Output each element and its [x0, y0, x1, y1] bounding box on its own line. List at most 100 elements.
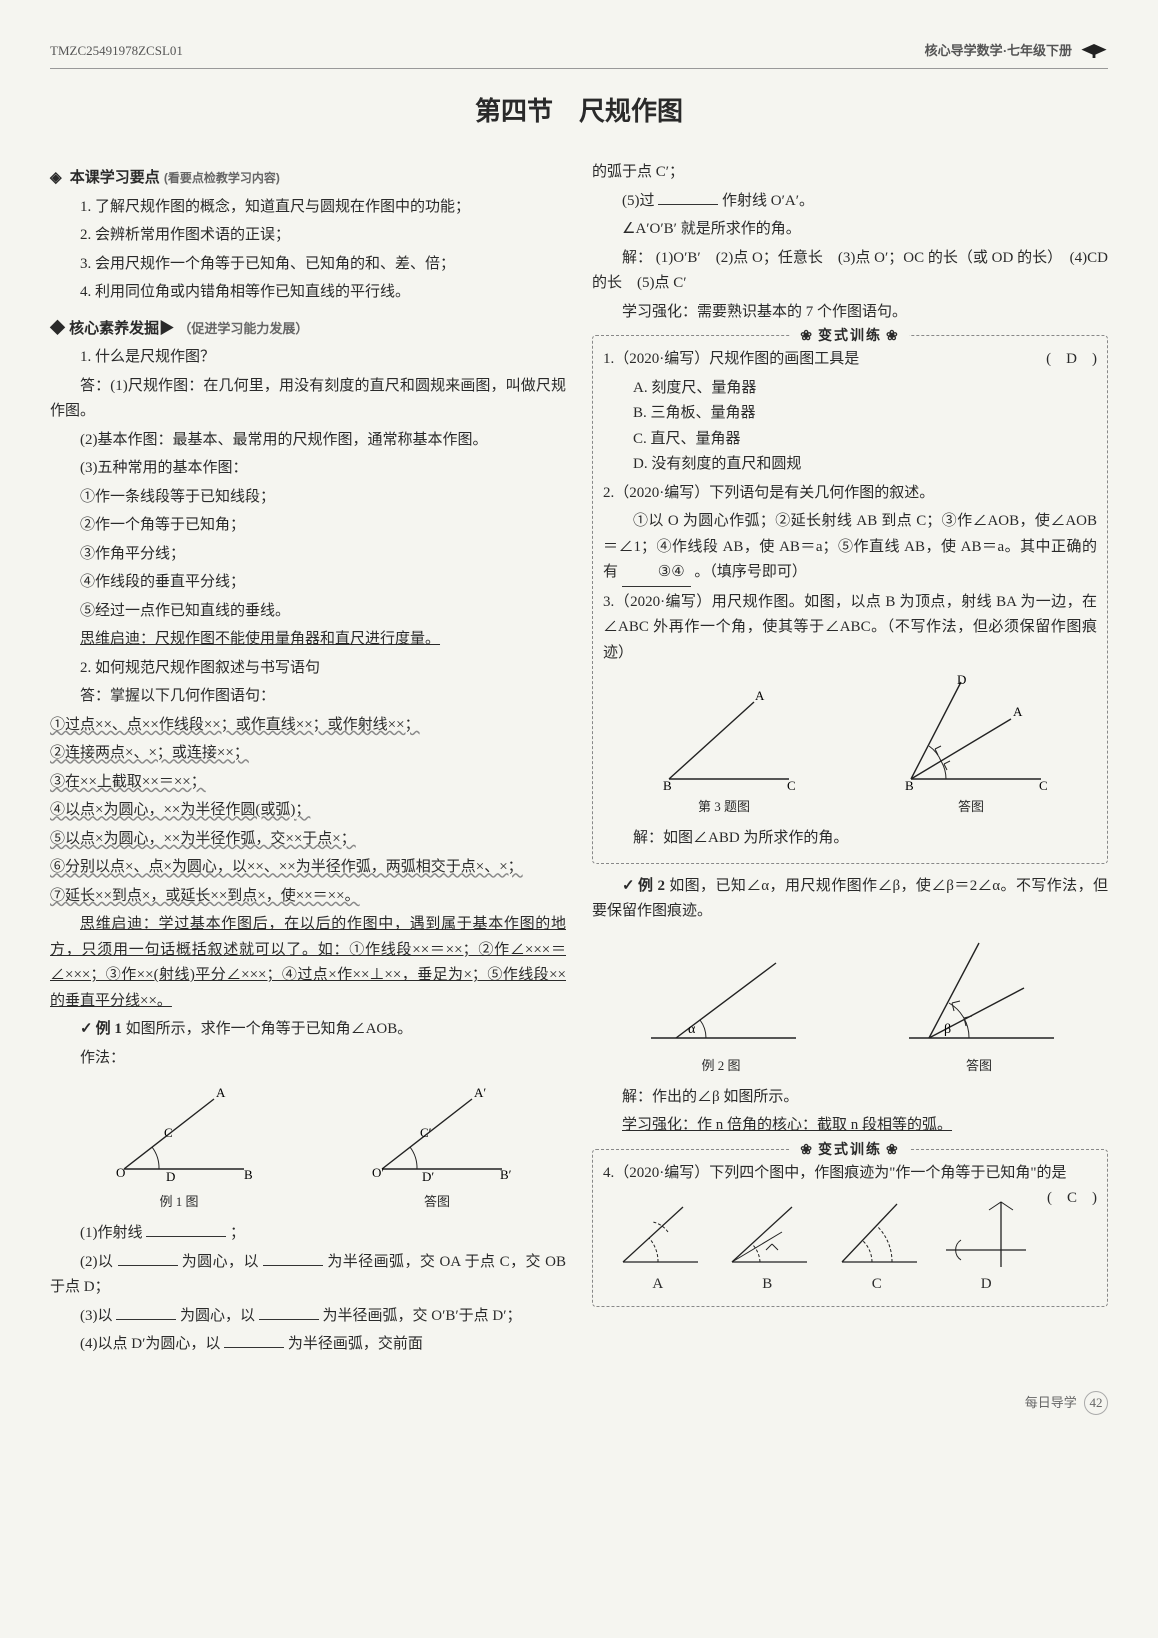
- two-column-layout: 本课学习要点 (看要点检教学习内容) 1. 了解尺规作图的概念，知道直尺与圆规在…: [50, 157, 1108, 1361]
- svg-text:D′: D′: [422, 1169, 434, 1184]
- point-3: 3. 会用尺规作一个角等于已知角、已知角的和、差、倍；: [50, 252, 566, 278]
- vq2: 2.（2020·编写）下列语句是有关几何作图的叙述。: [603, 481, 1097, 507]
- point-2: 2. 会辨析常用作图术语的正误；: [50, 223, 566, 249]
- q2: 2. 如何规范尺规作图叙述与书写语句: [50, 656, 566, 682]
- blank-5: [658, 190, 718, 205]
- a2-l2: ②连接两点×、×；或连接××；: [50, 741, 566, 767]
- vq3-figures: B C A 第 3 题图 B: [603, 674, 1097, 818]
- example-2-label: 例 2: [622, 878, 665, 894]
- ex2-figures: α 例 2 图 β 答图: [592, 933, 1108, 1077]
- a1-2: (2)基本作图：最基本、最常用的尺规作图，通常称基本作图。: [50, 428, 566, 454]
- svg-text:C: C: [164, 1125, 173, 1140]
- cont-3: ∠A′O′B′ 就是所求作的角。: [592, 217, 1108, 243]
- a1-1: 答：(1)尺规作图：在几何里，用没有刻度的直尺和圆规来画图，叫做尺规作图。: [50, 374, 566, 425]
- a2-l7: ⑦延长××到点×，或延长××到点×，使××＝××。: [50, 884, 566, 910]
- vq1-options: A. 刻度尺、量角器 B. 三角板、量角器 C. 直尺、量角器 D. 没有刻度的…: [633, 376, 1097, 478]
- core-heading-text: 核心素养发掘▶: [69, 320, 174, 337]
- strength-1: 学习强化：需要熟识基本的 7 个作图语句。: [592, 300, 1108, 326]
- vq3-fig-left: B C A 第 3 题图: [649, 684, 799, 818]
- vq4-opt-d-label: D: [941, 1272, 1031, 1298]
- vq4-opt-b: B: [722, 1192, 812, 1298]
- svg-text:A: A: [216, 1085, 226, 1100]
- variant-box-2-title: 变式训练: [790, 1138, 909, 1162]
- blank-2a: [118, 1251, 178, 1266]
- svg-text:C: C: [787, 778, 796, 793]
- cont-2: (5)过 作射线 O′A′。: [592, 189, 1108, 215]
- vq3-sol: 解：如图∠ABD 为所求作的角。: [603, 826, 1097, 852]
- svg-text:C′: C′: [420, 1125, 432, 1140]
- svg-text:A′: A′: [474, 1085, 486, 1100]
- page-number: 42: [1084, 1391, 1108, 1415]
- example-1: 例 1 如图所示，求作一个角等于已知角∠AOB。: [50, 1017, 566, 1043]
- sol-label: 解：: [622, 250, 652, 266]
- vq4-opt-a: A: [613, 1192, 703, 1298]
- vq4-opt-b-label: B: [722, 1272, 812, 1298]
- a1-l1: ①作一条线段等于已知线段；: [50, 485, 566, 511]
- step-1a: (1)作射线: [80, 1225, 143, 1241]
- svg-text:B: B: [905, 778, 914, 793]
- svg-text:β: β: [944, 1022, 951, 1037]
- header-strip: TMZC25491978ZCSL01 核心导学数学·七年级下册: [50, 40, 1108, 69]
- angle-abc-figure: B C A: [649, 684, 799, 794]
- step-1b: ；: [230, 1225, 245, 1241]
- ex1-solution: 解： (1)O′B′ (2)点 O；任意长 (3)点 O′；OC 的长（或 OD…: [592, 246, 1108, 297]
- ex2-fig-left: α 例 2 图: [636, 943, 806, 1077]
- angle-abd-answer-figure: B C A D: [891, 674, 1051, 794]
- vq2-tail: 。（填序号即可）: [694, 564, 807, 580]
- vq4-answer-wrap: ( C ): [1047, 1186, 1097, 1212]
- vq4-opt-a-label: A: [613, 1272, 703, 1298]
- ex2-fig-left-cap: 例 2 图: [636, 1055, 806, 1077]
- example-2: 例 2 如图，已知∠α，用尺规作图作∠β，使∠β＝2∠α。不写作法，但要保留作图…: [592, 874, 1108, 925]
- book-title: 核心导学数学·七年级下册: [925, 40, 1072, 62]
- vq4-opt-c-label: C: [832, 1272, 922, 1298]
- step-2a: (2)以: [80, 1254, 113, 1270]
- step-3a: (3)以: [80, 1308, 113, 1324]
- page-footer: 每日导学 42: [50, 1391, 1108, 1415]
- a2-l5: ⑤以点×为圆心，××为半径作弧，交××于点×；: [50, 827, 566, 853]
- svg-text:A: A: [1013, 704, 1023, 719]
- cont-2b: 作射线 O′A′。: [722, 193, 814, 209]
- vq4-opt-d: D: [941, 1192, 1031, 1298]
- vq2-body: ①以 O 为圆心作弧；②延长射线 AB 到点 C；③作∠AOB，使∠AOB＝∠1…: [603, 509, 1097, 587]
- svg-text:B: B: [244, 1167, 253, 1182]
- mind-1: 思维启迪：尺规作图不能使用量角器和直尺进行度量。: [50, 627, 566, 653]
- cont-1: 的弧于点 C′；: [592, 160, 1108, 186]
- vq3-fig-left-cap: 第 3 题图: [649, 796, 799, 818]
- blank-2b: [263, 1251, 323, 1266]
- a2-l4: ④以点×为圆心，××为半径作圆(或弧)；: [50, 798, 566, 824]
- step-1: (1)作射线 ；: [50, 1221, 566, 1247]
- variant-box-1-title: 变式训练: [790, 324, 909, 348]
- blank-1: [146, 1222, 226, 1237]
- svg-text:A: A: [755, 688, 765, 703]
- point-1: 1. 了解尺规作图的概念，知道直尺与圆规在作图中的功能；: [50, 195, 566, 221]
- ex2-sol: 解：作出的∠β 如图所示。: [592, 1085, 1108, 1111]
- vq1-answer: D: [1066, 351, 1077, 367]
- vq1-stem: 1.（2020·编写）尺规作图的画图工具是: [603, 351, 859, 367]
- ex2-fig-right-cap: 答图: [894, 1055, 1064, 1077]
- vq3-fig-right-cap: 答图: [891, 796, 1051, 818]
- step-4a: (4)以点 D′为圆心，以: [80, 1336, 220, 1352]
- vq4-stem: 4.（2020·编写）下列四个图中，作图痕迹为"作一个角等于已知角"的是: [603, 1165, 1067, 1181]
- vq1-opt-c: C. 直尺、量角器: [633, 427, 1097, 453]
- a1-3: (3)五种常用的基本作图：: [50, 456, 566, 482]
- step-3c: 为半径画弧，交 O′B′于点 D′；: [323, 1308, 522, 1324]
- svg-text:O′: O′: [372, 1165, 384, 1180]
- vq1-opt-b: B. 三角板、量角器: [633, 401, 1097, 427]
- vq3: 3.（2020·编写）用尺规作图。如图，以点 B 为顶点，射线 BA 为一边，在…: [603, 590, 1097, 667]
- graduation-cap-icon: [1080, 42, 1108, 60]
- vq2-stem: 2.（2020·编写）下列语句是有关几何作图的叙述。: [603, 485, 934, 501]
- core-heading-note: （促进学习能力发展）: [178, 321, 308, 336]
- q1: 1. 什么是尺规作图？: [50, 345, 566, 371]
- vq2-answer: ③④: [622, 560, 691, 587]
- vq4-answer: C: [1067, 1190, 1077, 1206]
- step-2: (2)以 为圆心，以 为半径画弧，交 OA 于点 C，交 OB 于点 D；: [50, 1250, 566, 1301]
- strength-2: 学习强化：作 n 倍角的核心：截取 n 段相等的弧。: [592, 1113, 1108, 1139]
- mind-2: 思维启迪：学过基本作图后，在以后的作图中，遇到属于基本作图的地方，只须用一句话概…: [50, 912, 566, 1014]
- vq1: 1.（2020·编写）尺规作图的画图工具是 ( D ): [603, 347, 1097, 373]
- a1-l5: ⑤经过一点作已知直线的垂线。: [50, 599, 566, 625]
- cont-2a: (5)过: [622, 193, 655, 209]
- example-1-steps-label: 作法：: [50, 1046, 566, 1072]
- book-title-wrap: 核心导学数学·七年级下册: [925, 40, 1108, 62]
- a1-l3: ③作角平分线；: [50, 542, 566, 568]
- vq4: 4.（2020·编写）下列四个图中，作图痕迹为"作一个角等于已知角"的是 ( C…: [603, 1161, 1097, 1187]
